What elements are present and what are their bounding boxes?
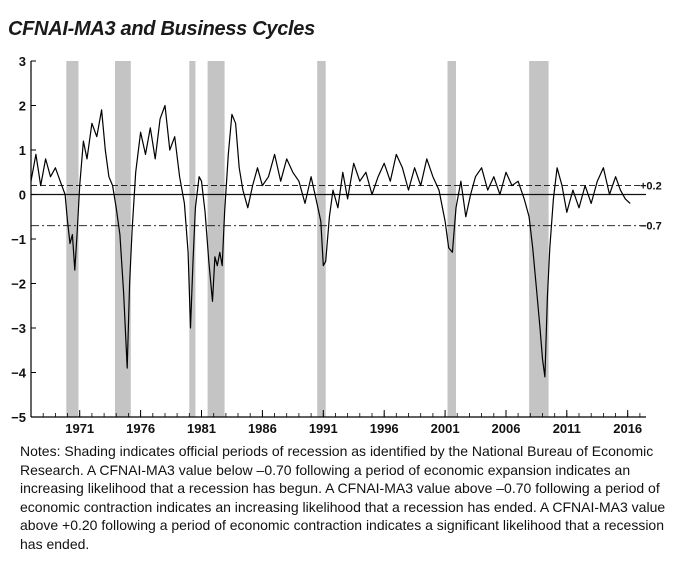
x-tick-label-3: 1986 <box>248 421 277 436</box>
y-tick-label-6: −3 <box>11 321 26 336</box>
y-tick-label-8: −5 <box>11 410 26 425</box>
reference-label-0: +0.2 <box>640 181 662 193</box>
y-tick-label-4: −1 <box>11 232 26 247</box>
series-layer <box>30 104 631 378</box>
x-tick-label-0: 1971 <box>65 421 94 436</box>
chart-plot: +0.2 −0.7 3 2 1 0 −1 −2 −3 −4 −5 1971 1976 1981 1986 1… <box>11 54 662 436</box>
x-tick-label-4: 1991 <box>309 421 338 436</box>
x-tick-label-1: 1976 <box>126 421 155 436</box>
reference-lines: +0.2 −0.7 <box>31 181 662 233</box>
recession-band-1 <box>115 61 131 417</box>
x-tick-label-7: 2006 <box>492 421 521 436</box>
axes: 3 2 1 0 −1 −2 −3 −4 −5 1971 1976 1981 1986 1991 1996 20… <box>11 54 646 436</box>
recession-shading <box>66 61 549 417</box>
x-tick-label-2: 1981 <box>187 421 216 436</box>
series-line-0 <box>30 104 631 378</box>
recession-band-5 <box>447 61 456 417</box>
recession-band-6 <box>529 61 549 417</box>
notes-text: Notes: Shading indicates official period… <box>20 443 666 552</box>
x-tick-label-6: 2001 <box>431 421 460 436</box>
y-tick-label-2: 1 <box>19 143 26 158</box>
y-tick-label-0: 3 <box>19 54 26 69</box>
y-tick-label-1: 2 <box>19 99 26 114</box>
x-tick-label-9: 2016 <box>613 421 642 436</box>
recession-band-2 <box>189 61 196 417</box>
x-tick-label-8: 2011 <box>553 421 581 436</box>
chart-notes: Notes: Shading indicates official period… <box>20 442 668 554</box>
reference-label-1: −0.7 <box>640 221 662 233</box>
y-tick-label-7: −4 <box>11 366 27 381</box>
chart-title: CFNAI-MA3 and Business Cycles <box>8 18 315 40</box>
x-tick-label-5: 1996 <box>370 421 399 436</box>
recession-band-3 <box>207 61 225 417</box>
y-tick-label-3: 0 <box>19 188 26 203</box>
y-tick-label-5: −2 <box>11 277 26 292</box>
